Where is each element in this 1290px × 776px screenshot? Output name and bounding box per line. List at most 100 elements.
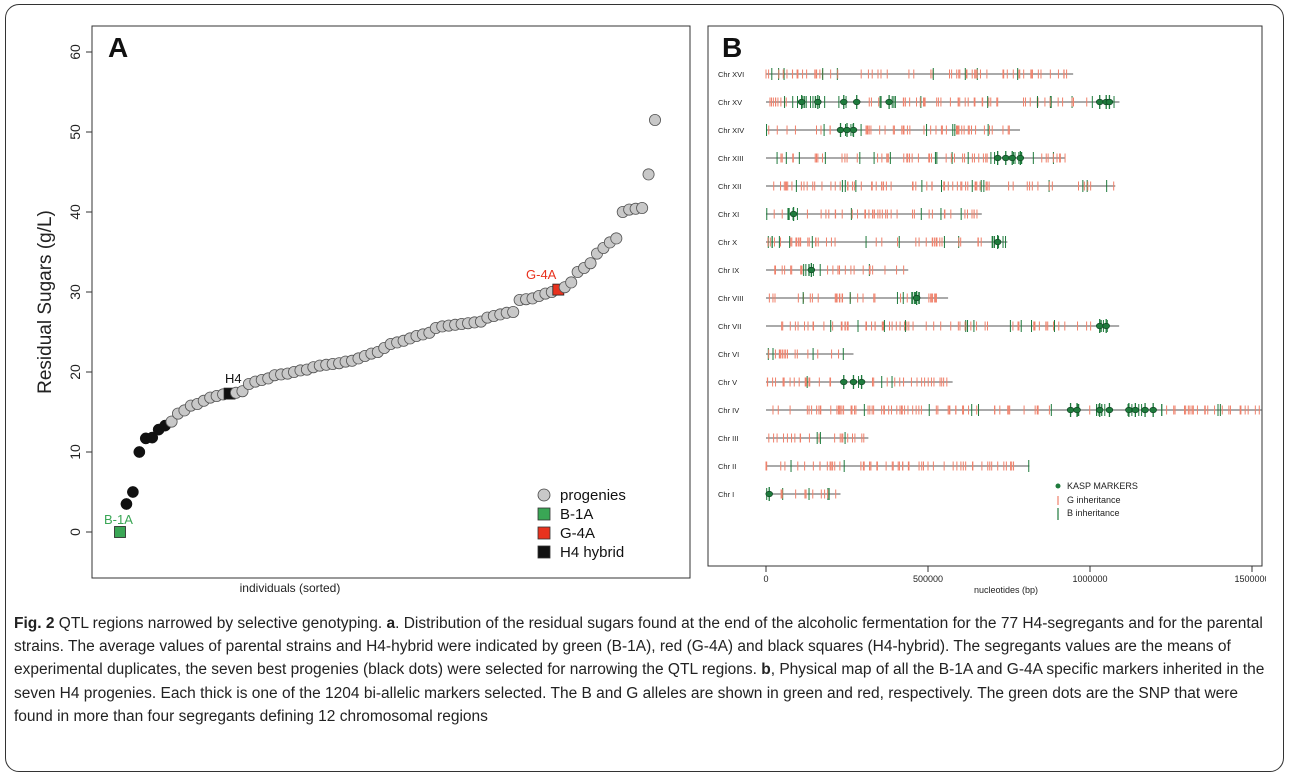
kasp-marker-dot (1073, 406, 1081, 414)
kasp-marker-dot (857, 378, 866, 386)
kasp-marker-dot (912, 294, 921, 302)
kasp-marker-dot (789, 210, 798, 218)
best-progeny-point (133, 446, 146, 458)
chromosome-label: Chr VII (718, 322, 741, 331)
chromosome-label: Chr X (718, 238, 737, 247)
panel-a-y-ticks: 0 10 20 30 40 50 60 (67, 44, 92, 536)
chromosome-row: Chr III (718, 432, 869, 444)
panel-b-x-ticks: 0 500000 1000000 1500000 (763, 566, 1266, 584)
x-tick-label: 1500000 (1234, 574, 1266, 584)
kasp-marker-dot (814, 98, 822, 106)
chromosome-label: Chr V (718, 378, 737, 387)
kasp-marker-dot (1016, 154, 1025, 162)
legend-kasp-markers-label: KASP MARKERS (1067, 481, 1138, 491)
caption-b-text: , Physical map of all the B-1A and G-4A … (14, 661, 1265, 725)
progeny-point (642, 168, 655, 181)
legend-g4a-marker (537, 526, 551, 540)
legend-g4a-label: G-4A (560, 525, 595, 542)
kasp-marker-dot (1125, 406, 1133, 414)
panel-b-letter: B (722, 32, 742, 63)
kasp-marker-dot (1102, 322, 1110, 330)
kasp-marker-dot (849, 126, 858, 134)
chromosome-row: Chr I (718, 487, 841, 501)
g4a-point-label: G-4A (526, 267, 557, 282)
y-tick-label: 40 (67, 204, 83, 220)
legend-h4-hybrid-label: H4 hybrid (560, 544, 624, 561)
panel-a-y-axis-title: Residual Sugars (g/L) (35, 210, 56, 394)
b1a-square-marker (114, 526, 126, 538)
panel-b-legend: KASP MARKERS G inheritance B inheritance (1055, 481, 1138, 520)
chromosome-row: Chr IV (718, 403, 1263, 417)
caption-fig-label: Fig. 2 (14, 615, 55, 632)
best-progeny-point (120, 498, 133, 510)
best-progeny-point (127, 486, 139, 498)
panel-a-legend: progenies B-1A G-4A H4 hybrid (537, 487, 626, 561)
y-tick-label: 60 (67, 44, 83, 60)
kasp-marker-dot (840, 378, 848, 386)
kasp-marker-dot (1096, 98, 1104, 106)
chromosome-label: Chr XIII (718, 154, 743, 163)
caption-a-text: . Distribution of the residual sugars fo… (14, 615, 1263, 679)
kasp-marker-dot (840, 98, 848, 106)
kasp-marker-dot (843, 126, 851, 134)
caption-a-label: a (386, 615, 396, 632)
kasp-marker-dot (1105, 406, 1114, 414)
chromosome-row: Chr XV (718, 95, 1120, 109)
chromosome-row: Chr VIII (718, 291, 949, 305)
chromosome-row: Chr XI (718, 207, 982, 221)
kasp-marker-dot (1141, 406, 1149, 414)
legend-b-inheritance-label: B inheritance (1067, 508, 1120, 518)
chromosome-row: Chr XIV (718, 123, 1021, 137)
progeny-point (165, 415, 178, 428)
kasp-marker-dot (1096, 406, 1104, 414)
panel-a-points (114, 114, 662, 538)
legend-b1a-marker (537, 507, 551, 521)
y-tick-label: 30 (67, 284, 83, 300)
progeny-point (565, 276, 578, 289)
x-tick-label: 500000 (913, 574, 943, 584)
chromosome-label: Chr IX (718, 266, 739, 275)
chromosome-label: Chr XVI (718, 70, 744, 79)
kasp-marker-dot (885, 98, 893, 106)
y-tick-label: 10 (67, 444, 83, 460)
y-tick-label: 50 (67, 124, 83, 140)
progeny-point (507, 305, 520, 318)
panel-a-chart: A Residual Sugars (g/L) individuals (sor… (35, 25, 691, 595)
best-progeny-point (146, 431, 159, 444)
chromosome-label: Chr VIII (718, 294, 743, 303)
chromosome-label: Chr XII (718, 182, 741, 191)
legend-progenies-label: progenies (560, 487, 626, 504)
chromosome-label: Chr IV (718, 406, 739, 415)
progeny-point (584, 257, 597, 270)
kasp-marker-dot (1066, 406, 1075, 414)
kasp-marker-dot (1149, 406, 1157, 414)
kasp-marker-dot (1105, 98, 1114, 106)
y-tick-label: 0 (67, 528, 83, 536)
kasp-marker-dot (836, 126, 845, 134)
legend-progenies-marker (537, 488, 551, 502)
chromosome-label: Chr XIV (718, 126, 744, 135)
legend-kasp-markers-dot (1055, 483, 1061, 489)
kasp-marker-dot (993, 238, 1002, 246)
legend-b1a-label: B-1A (560, 506, 593, 523)
figure-frame (5, 4, 1284, 772)
kasp-marker-dot (853, 98, 861, 106)
b1a-point-label: B-1A (104, 512, 133, 527)
kasp-marker-dot (993, 154, 1002, 162)
figure-caption: Fig. 2 QTL regions narrowed by selective… (14, 612, 1276, 728)
chromosome-row: Chr X (718, 235, 1008, 249)
legend-g-inheritance-label: G inheritance (1067, 495, 1121, 505)
progeny-point (636, 201, 649, 214)
kasp-marker-dot (1096, 322, 1104, 330)
kasp-marker-dot (1131, 406, 1140, 414)
chromosome-row: Chr XIII (718, 151, 1066, 165)
x-tick-label: 1000000 (1072, 574, 1107, 584)
chromosome-label: Chr XV (718, 98, 742, 107)
chromosome-row: Chr IX (718, 263, 909, 277)
chromosome-label: Chr III (718, 434, 738, 443)
progeny-point (610, 232, 623, 245)
panel-a-letter: A (108, 32, 128, 63)
panel-b-plot-box (707, 25, 1263, 567)
y-tick-label: 20 (67, 364, 83, 380)
chromosome-label: Chr XI (718, 210, 739, 219)
